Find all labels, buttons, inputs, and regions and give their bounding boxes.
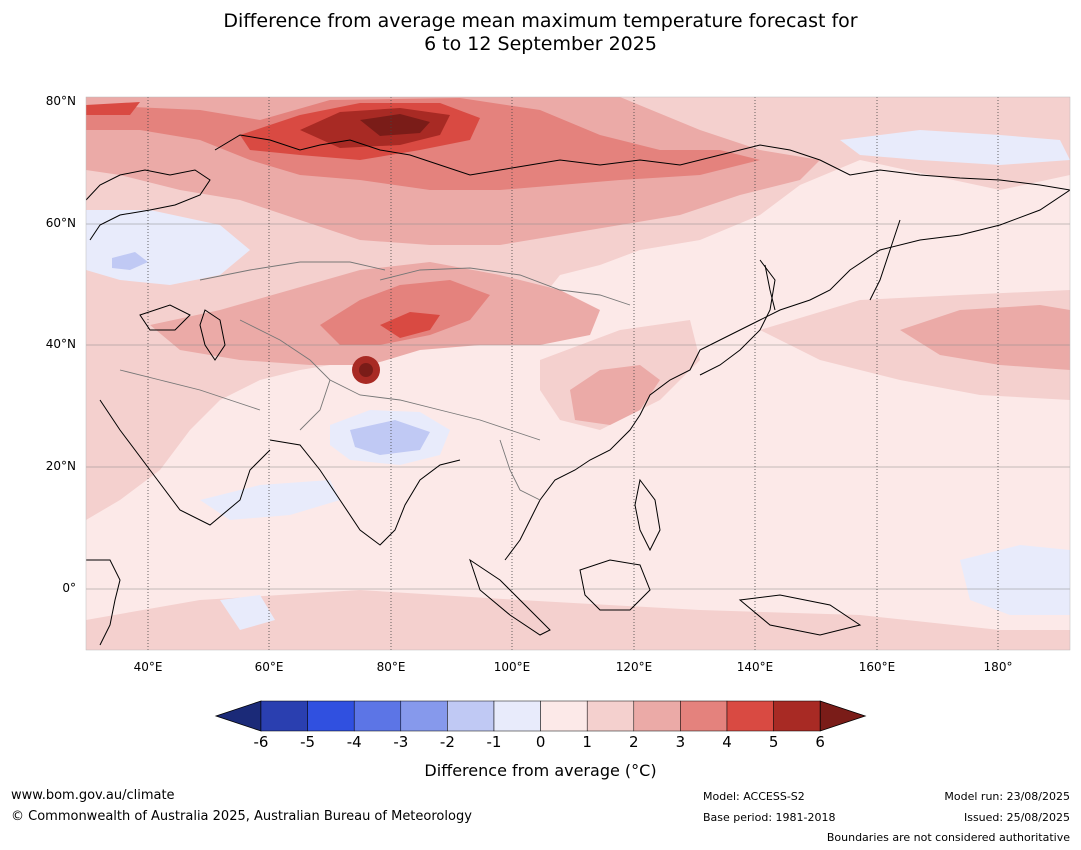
field-band-2to3-pacific <box>900 305 1070 370</box>
colorbar-segment <box>307 700 355 732</box>
lon-label: 80°E <box>376 660 406 674</box>
field-band-4to5-central <box>380 312 440 338</box>
coastline-pacific-asia <box>504 189 1070 561</box>
coastline-sumatra <box>469 558 551 636</box>
map-field <box>86 97 1070 650</box>
field-band-above6-north <box>360 114 430 136</box>
footer-model: Model: ACCESS-S2 <box>703 790 805 803</box>
field-band-cool-indian-ocean <box>220 595 275 630</box>
lon-label: 160°E <box>858 660 896 674</box>
lon-label: 60°E <box>254 660 284 674</box>
colorbar-tick-label: 2 <box>629 733 639 751</box>
border-china-mongolia <box>379 267 631 306</box>
field-band-cool-2 <box>350 420 430 455</box>
coastline-blacksea <box>139 304 191 331</box>
title-line-2: 6 to 12 September 2025 <box>424 33 657 55</box>
field-band-cool-pacific <box>960 545 1070 615</box>
coastline-caspian <box>199 309 226 361</box>
colorbar-segment <box>400 700 448 732</box>
border-se-asia <box>499 439 541 501</box>
field-band-1to2-south <box>86 590 1070 650</box>
colorbar-tick-label: 4 <box>722 733 732 751</box>
field-band-3to4-central <box>320 280 490 345</box>
colorbar-tick-label: 3 <box>675 733 686 751</box>
lat-label: 60°N <box>45 216 76 230</box>
colorbar-segment <box>773 700 821 732</box>
border-middle-east <box>119 369 261 411</box>
lat-label: 0° <box>62 581 76 595</box>
lat-label: 80°N <box>45 94 76 108</box>
coastline-sakhalin <box>764 264 776 311</box>
coastline-japan <box>699 259 776 376</box>
lon-label: 100°E <box>493 660 531 674</box>
colorbar-segment <box>353 700 402 732</box>
field-band-cool-2-west <box>112 252 148 270</box>
lon-label: 140°E <box>736 660 774 674</box>
lat-label: 40°N <box>45 337 76 351</box>
lon-label: 40°E <box>133 660 163 674</box>
colorbar-arrow-low <box>214 700 262 732</box>
country-borders <box>119 261 631 501</box>
colorbar-segment <box>260 700 308 732</box>
colorbar-segment <box>633 700 681 732</box>
graticule <box>86 97 1070 650</box>
colorbar-tick-label: 6 <box>815 733 825 751</box>
footer-disclaimer: Boundaries are not considered authoritat… <box>826 831 1070 844</box>
colorbar-segment <box>586 700 635 732</box>
colorbar-segment <box>447 700 495 732</box>
colorbar-arrow-high <box>819 700 867 732</box>
border-china-south <box>329 379 541 441</box>
coastline-philippines <box>634 478 661 552</box>
colorbar-tick-label: -5 <box>300 733 316 751</box>
colorbar-segment <box>540 700 588 732</box>
colorbar-tick-label: 5 <box>768 733 779 751</box>
coastline-arabia <box>99 399 271 526</box>
colorbar-tick-label: -6 <box>253 733 269 751</box>
coastline-scandinavia <box>86 169 211 241</box>
colorbar-label: Difference from average (°C) <box>424 761 657 780</box>
colorbar <box>214 700 867 732</box>
coastline-kamchatka <box>869 219 901 301</box>
map-title: Difference from average mean maximum tem… <box>0 10 1081 56</box>
footer-issued: Issued: 25/08/2025 <box>963 811 1070 824</box>
lon-label: 180° <box>983 660 1013 674</box>
colorbar-segment <box>680 700 728 732</box>
field-band-above6-hotspot <box>359 363 373 377</box>
colorbar-tick-label: -2 <box>439 733 455 751</box>
lat-label: 20°N <box>45 459 76 473</box>
field-band-cool-arabian <box>200 480 340 520</box>
coastline-borneo <box>579 559 651 611</box>
footer-model-run: Model run: 23/08/2025 <box>944 790 1070 803</box>
coastline-india <box>269 439 461 546</box>
colorbar-segment <box>726 700 774 732</box>
footer-base-period: Base period: 1981-2018 <box>703 811 836 824</box>
title-line-1: Difference from average mean maximum tem… <box>223 10 858 32</box>
border-central-asia <box>239 319 331 431</box>
border-russia-kazakh <box>199 261 386 281</box>
footer-url: www.bom.gov.au/climate <box>11 788 175 803</box>
colorbar-tick-label: 0 <box>535 733 546 751</box>
colorbar-segment <box>493 700 541 732</box>
map-frame <box>85 96 1071 651</box>
colorbar-tick-label: -4 <box>346 733 362 751</box>
coastline-newguinea <box>738 594 862 636</box>
footer-copyright: © Commonwealth of Australia 2025, Austra… <box>11 809 472 824</box>
lon-label: 120°E <box>615 660 653 674</box>
coastline-africa <box>86 559 121 646</box>
field-band-4to5-west <box>86 102 140 115</box>
field-band-2to3-china <box>570 365 660 425</box>
colorbar-tick-label: 1 <box>582 733 592 751</box>
colorbar-tick-label: -3 <box>393 733 409 751</box>
colorbar-tick-label: -1 <box>486 733 502 751</box>
coastline-arctic <box>214 134 1070 191</box>
coastlines <box>86 134 1070 646</box>
field-band-cool-siberia <box>840 130 1070 165</box>
